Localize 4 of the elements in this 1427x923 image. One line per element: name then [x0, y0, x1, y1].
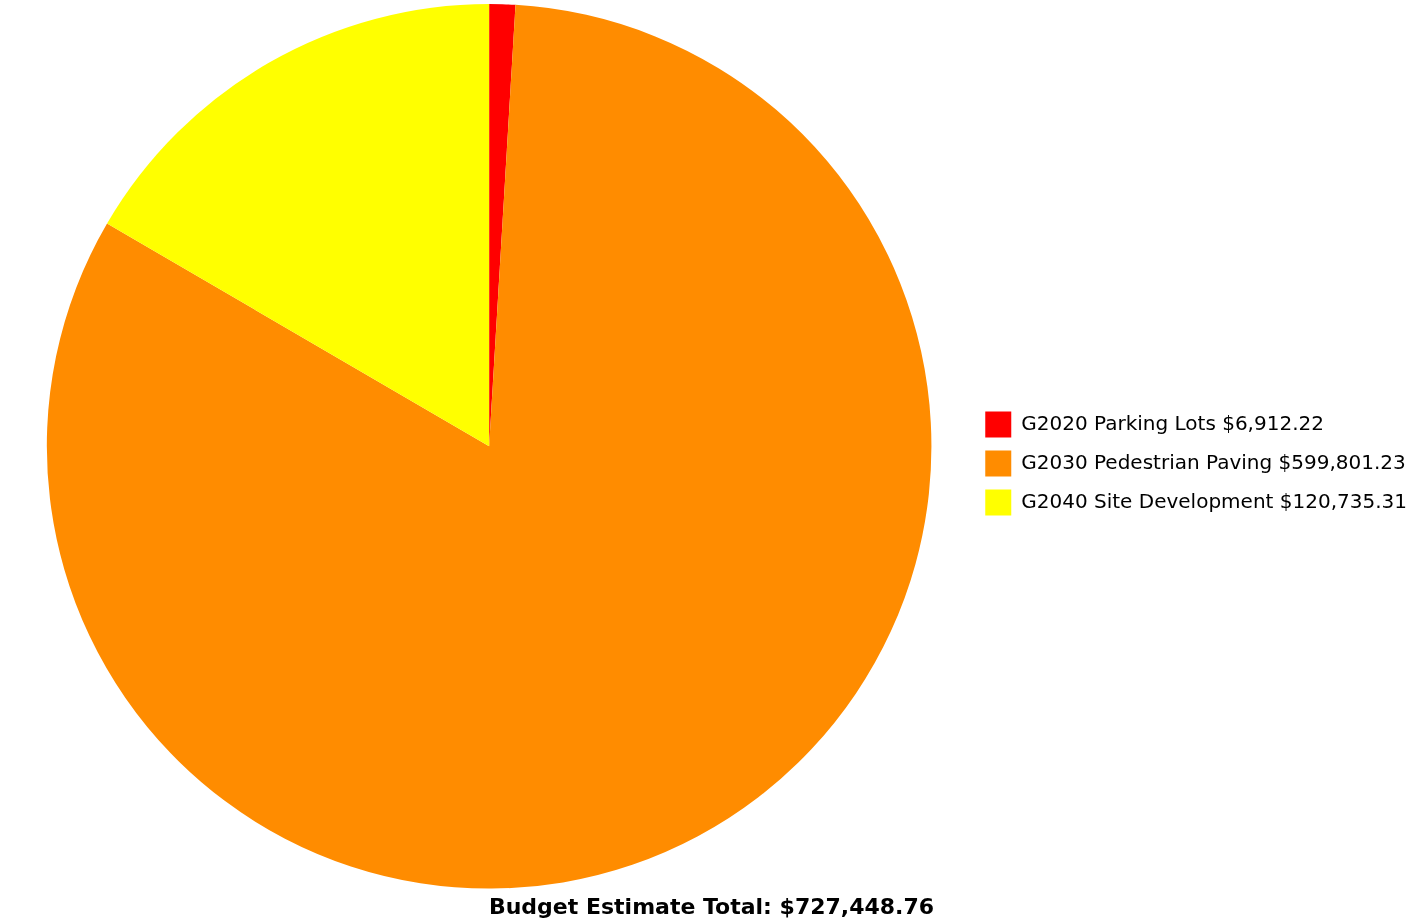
- legend-label: G2020 Parking Lots $6,912.22: [1021, 410, 1324, 435]
- text: Budget Estimate Total: $727,448.76: [488, 893, 935, 919]
- legend-label: G2030 Pedestrian Paving $599,801.23: [1021, 449, 1406, 474]
- legend-label: G2040 Site Development $120,735.31: [1021, 488, 1408, 513]
